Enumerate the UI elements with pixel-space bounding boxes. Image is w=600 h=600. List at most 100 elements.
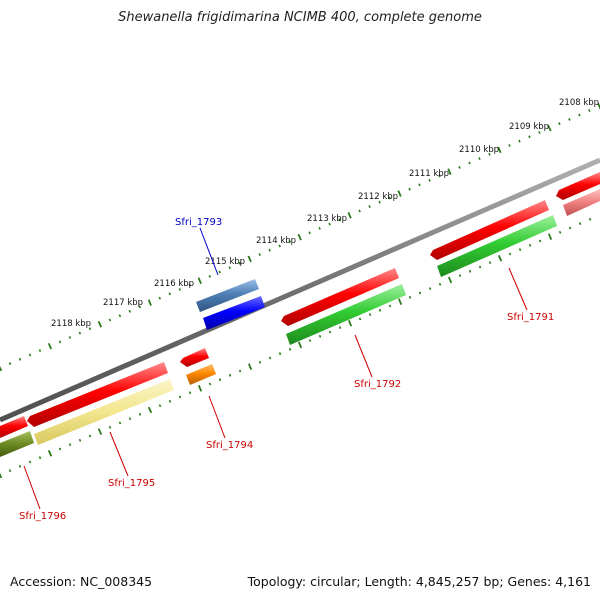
gene-label-sfri-1792[interactable]: Sfri_1792 [354,379,401,390]
minor-tick [388,196,391,200]
minor-tick [238,261,241,265]
minor-tick [418,291,422,295]
major-tick [0,472,3,479]
tick-label: 2118 kbp [51,319,91,329]
minor-tick [58,447,62,451]
tick-label: 2114 kbp [256,236,296,246]
major-tick [147,299,152,306]
minor-tick [288,240,291,243]
minor-tick [578,222,582,226]
minor-tick [128,417,132,421]
gene-sfri-1793-trna[interactable] [203,296,265,330]
minor-tick [318,226,321,230]
gene-label-sfri-1793[interactable]: Sfri_1793 [175,217,222,228]
minor-tick [478,157,481,161]
major-tick [97,428,103,435]
minor-tick [88,434,92,438]
minor-tick [538,239,542,243]
gene-label-sfri-1795[interactable]: Sfri_1795 [108,478,155,489]
minor-tick [168,292,172,296]
minor-tick [378,200,381,204]
minor-tick [38,456,42,460]
minor-tick [528,243,532,247]
outer-tick-labels: 2108 kbp 2109 kbp 2110 kbp 2111 kbp 2112 kbp… [51,98,599,329]
gene-sfri-1796-cds[interactable] [0,416,28,438]
major-tick [347,320,353,327]
gene-sfri-1794-category[interactable] [186,364,216,385]
gene-sfri-1795-cds[interactable] [27,362,168,427]
minor-tick [478,265,482,269]
minor-tick [458,165,461,169]
gene-sfri-1791-cds[interactable] [430,200,549,260]
minor-tick [218,378,222,382]
minor-tick [458,274,462,278]
gene-label-sfri-1794[interactable]: Sfri_1794 [206,440,253,451]
minor-tick [368,313,372,317]
minor-tick [208,274,212,278]
minor-tick [78,331,82,335]
minor-tick [328,330,332,334]
gene-cds-right-1[interactable] [556,172,600,200]
minor-tick [308,231,311,235]
gene-label-sfri-1791[interactable]: Sfri_1791 [507,312,554,323]
minor-tick [118,421,122,425]
label-leaders [23,227,528,510]
gene-sfri-1792-category[interactable] [286,284,406,345]
gene-sfri-1793-feature[interactable] [196,279,259,312]
major-tick [347,212,352,219]
gene-sfri-1795-category[interactable] [34,379,174,445]
gene-sfri-1792-cds[interactable] [281,268,399,326]
tick-label: 2109 kbp [509,122,549,132]
minor-tick [18,357,22,361]
minor-tick [288,347,292,351]
gene-label-sfri-1796[interactable]: Sfri_1796 [19,511,66,522]
major-tick [397,190,402,197]
minor-tick [338,218,341,222]
minor-tick [8,469,12,473]
minor-tick [178,395,182,399]
map-title: Shewanella frigidimarina NCIMB 400, comp… [118,10,482,25]
tick-label: 2111 kbp [409,169,449,179]
minor-tick [538,131,541,134]
minor-tick [8,362,12,366]
minor-tick [78,438,82,442]
accession-text: Accession: NC_008345 [10,574,153,589]
major-tick [47,342,53,350]
inner-tick-ring [0,217,592,479]
minor-tick [468,269,472,273]
minor-tick [68,336,72,339]
minor-tick [418,183,421,187]
gene-right-category[interactable] [563,189,600,216]
minor-tick [108,318,112,322]
major-tick [597,103,600,110]
minor-tick [528,135,531,139]
minor-tick [588,217,592,221]
major-tick [497,255,503,262]
minor-tick [328,222,331,226]
major-tick [47,450,53,457]
minor-tick [438,174,441,178]
minor-tick [18,464,22,468]
minor-tick [408,187,411,191]
minor-tick [378,308,382,312]
major-tick [447,276,453,284]
minor-tick [558,122,561,126]
tick-label: 2110 kbp [459,145,499,155]
minor-tick [508,252,512,256]
major-tick [197,385,203,392]
minor-tick [108,425,112,429]
gene-sfri-1796-category[interactable] [0,431,34,457]
minor-tick [68,443,72,447]
gene-sfri-1794-cds[interactable] [180,348,209,367]
minor-tick [188,391,192,395]
minor-tick [308,339,312,343]
minor-tick [188,283,192,287]
minor-tick [438,282,442,286]
tick-label: 2116 kbp [154,279,194,289]
minor-tick [258,253,261,257]
minor-tick [428,178,431,182]
minor-tick [168,399,172,403]
minor-tick [518,248,522,252]
gene-sfri-1791-category[interactable] [437,215,557,277]
